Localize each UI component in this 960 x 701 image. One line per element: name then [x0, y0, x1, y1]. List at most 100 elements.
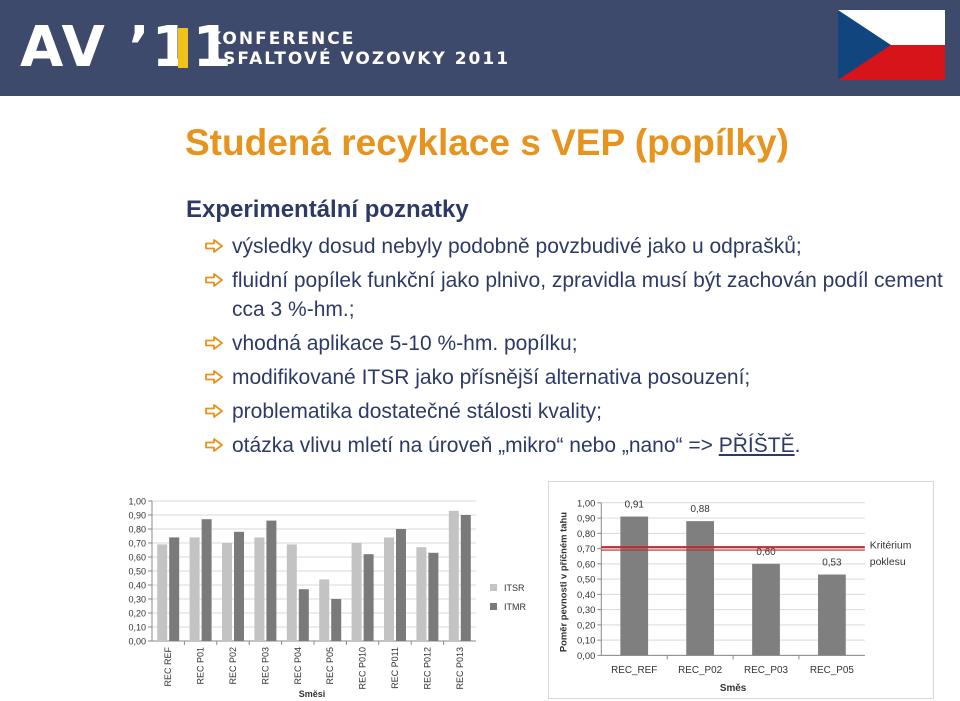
bar-itmr: [169, 537, 180, 641]
criterion-label: poklesu: [870, 557, 906, 568]
x-tick-label: REC P010: [358, 647, 368, 690]
slide-title: Studená recyklace s VEP (popílky): [185, 122, 789, 163]
x-tick-label: REC P04: [293, 647, 303, 685]
y-axis-label: Poměr pevnosti v příčném tahu: [558, 512, 569, 652]
y-tick-label: 0,20: [577, 619, 595, 630]
bar-itmr: [460, 515, 471, 641]
bar-itmr: [234, 531, 244, 641]
arrow-right-icon: [205, 438, 223, 452]
arrow-right-icon: [205, 404, 223, 418]
bar-itsr: [416, 547, 427, 641]
bar-itsr: [319, 579, 330, 641]
x-tick-label: REC_REF: [611, 665, 657, 676]
bar-itmr: [331, 599, 342, 641]
conference-line-1: KONFERENCE: [208, 29, 356, 49]
y-tick-label: 0,70: [577, 543, 595, 554]
bullet-item: fluidní popílek funkční jako plnivo, zpr…: [205, 266, 945, 324]
y-tick-label: 0,50: [128, 567, 146, 577]
x-tick-label: REC P02: [228, 647, 238, 685]
bar-itsr: [286, 544, 297, 641]
bullet-text: vhodná aplikace 5-10 %-hm. popílku;: [232, 332, 578, 355]
x-tick-label: REC_P02: [678, 665, 722, 676]
data-label: 0,60: [756, 547, 776, 558]
bullet-item: otázka vlivu mletí na úroveň „mikro“ neb…: [205, 431, 945, 460]
bar: [818, 574, 846, 656]
header-banner: AV ’11 KONFERENCE ASFALTOVÉ VOZOVKY 2011: [0, 0, 960, 96]
slide-subtitle: Experimentální poznatky: [186, 196, 469, 223]
legend-label-itmr: ITMR: [504, 602, 526, 612]
arrow-right-icon: [205, 239, 223, 253]
y-tick-label: 0,60: [577, 558, 595, 569]
x-tick-label: REC P01: [196, 647, 206, 685]
y-tick-label: 0,80: [577, 528, 595, 539]
legend-swatch-itmr: [490, 603, 497, 610]
y-tick-label: 0,10: [128, 623, 146, 633]
bar-itmr: [201, 519, 212, 641]
y-tick-label: 0,40: [128, 581, 146, 591]
arrow-right-icon: [205, 336, 223, 350]
legend-label-itsr: ITSR: [504, 583, 525, 593]
bar-itsr: [157, 544, 168, 641]
y-tick-label: 0,00: [577, 650, 595, 661]
chart-itsr-itmr: 0,00 0,10 0,20 0,30 0,40 0,50 0,60 0,70 0,80 0,90…: [128, 497, 526, 700]
y-tick-label: 0,80: [128, 525, 146, 535]
bar: [686, 521, 714, 656]
bar-itsr: [254, 537, 265, 641]
data-label: 0,53: [822, 558, 842, 569]
bar: [752, 563, 780, 656]
conference-line-2: ASFALTOVÉ VOZOVKY 2011: [208, 49, 511, 69]
bar-itsr: [351, 543, 362, 641]
y-tick-label: 0,10: [577, 635, 595, 646]
bullet-text: modifikované ITSR jako přísnější alterna…: [232, 366, 751, 389]
bullet-item: modifikované ITSR jako přísnější alterna…: [205, 363, 945, 392]
bar-itsr: [189, 537, 200, 641]
y-tick-label: 0,90: [577, 513, 595, 524]
bullet-text: fluidní popílek funkční jako plnivo, zpr…: [232, 269, 943, 321]
bar-itmr: [396, 529, 406, 641]
czech-flag-icon: [838, 10, 945, 80]
conference-name: KONFERENCE ASFALTOVÉ VOZOVKY 2011: [208, 29, 510, 69]
bullet-text: výsledky dosud nebyly podobně povzbudivé…: [232, 235, 802, 258]
x-tick-label: REC P012: [422, 647, 432, 690]
chart-tensile-ratio: 0,00 0,10 0,20 0,30 0,40 0,50 0,60 0,70 0,80 0,90…: [548, 481, 934, 699]
y-tick-label: 0,70: [128, 539, 146, 549]
x-tick-label: REC_P03: [744, 665, 788, 676]
criterion-label: Kritérium: [870, 540, 912, 551]
y-tick-label: 1,00: [577, 497, 595, 508]
x-tick-label: REC P05: [325, 647, 335, 685]
bar-itmr: [298, 589, 309, 641]
logo-separator: [178, 28, 188, 68]
bullet-suffix: .: [794, 434, 801, 457]
bar-itsr: [448, 510, 459, 641]
y-tick-label: 0,20: [128, 609, 146, 619]
logo-av: AV ’11: [20, 15, 234, 80]
x-tick-label: REC P011: [390, 647, 400, 689]
arrow-right-icon: [205, 370, 223, 384]
next-time-link[interactable]: PŘÍŠTĚ: [718, 434, 795, 457]
data-label: 0,91: [625, 500, 645, 511]
bullet-text: problematika dostatečné stálosti kvality…: [232, 400, 603, 423]
bar-itmr: [266, 520, 277, 641]
y-tick-label: 0,40: [577, 589, 595, 600]
x-axis-label: Směs: [720, 683, 747, 694]
y-tick-label: 0,90: [128, 511, 146, 521]
bullet-list: výsledky dosud nebyly podobně povzbudivé…: [205, 232, 945, 465]
x-tick-label: REC REF: [163, 647, 173, 687]
x-tick-label: REC P03: [260, 647, 270, 685]
bar-itsr: [222, 543, 232, 641]
bar-itmr: [428, 552, 439, 641]
y-tick-label: 0,50: [577, 574, 595, 585]
y-tick-label: 0,00: [128, 637, 146, 647]
x-axis-label: Směsi: [299, 689, 326, 699]
bullet-item: vhodná aplikace 5-10 %-hm. popílku;: [205, 329, 945, 358]
bar-itmr: [363, 554, 374, 641]
bullet-item: výsledky dosud nebyly podobně povzbudivé…: [205, 232, 945, 261]
bar: [620, 516, 649, 656]
bullet-item: problematika dostatečné stálosti kvality…: [205, 397, 945, 426]
x-tick-label: REC P013: [455, 647, 465, 690]
y-tick-label: 0,30: [577, 604, 595, 615]
data-label: 0,88: [690, 504, 710, 515]
y-tick-label: 0,60: [128, 553, 146, 563]
bar-itsr: [384, 537, 394, 641]
y-tick-label: 1,00: [128, 497, 146, 507]
